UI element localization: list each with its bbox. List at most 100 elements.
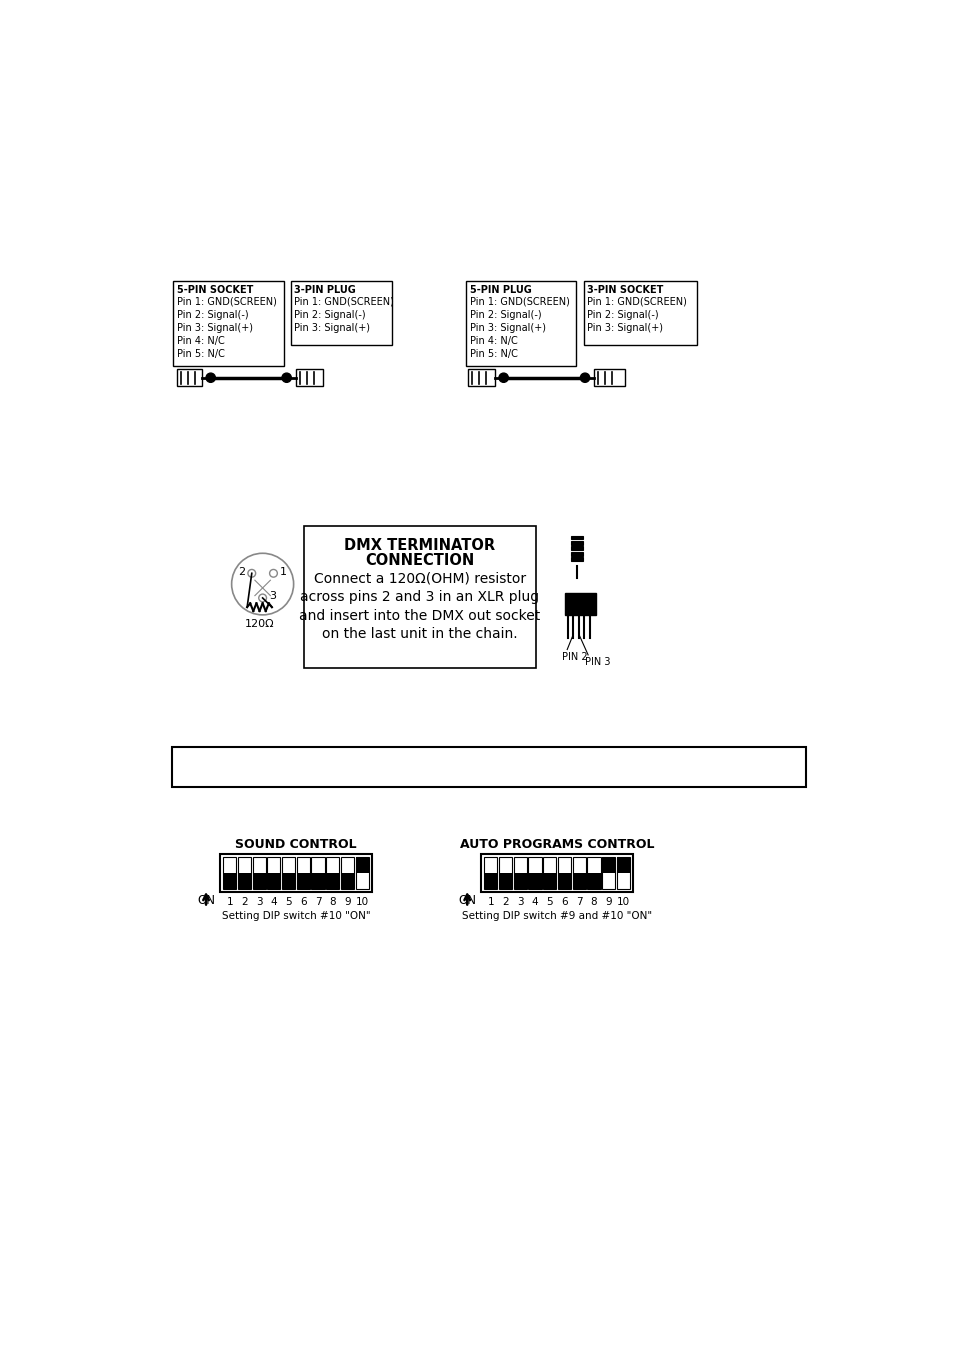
Text: Pin 4: N/C: Pin 4: N/C (176, 336, 224, 346)
Bar (296, 873, 310, 889)
Text: 9: 9 (605, 897, 611, 907)
Bar (571, 535, 583, 539)
Bar (480, 854, 633, 892)
Text: 8: 8 (590, 897, 597, 907)
Text: 120Ω: 120Ω (245, 619, 274, 628)
Text: 1: 1 (279, 567, 286, 577)
Text: Pin 5: N/C: Pin 5: N/C (469, 349, 517, 359)
Text: Setting DIP switch #10 "ON": Setting DIP switch #10 "ON" (221, 911, 370, 920)
Text: across pins 2 and 3 in an XLR plug: across pins 2 and 3 in an XLR plug (300, 590, 539, 604)
Text: 1: 1 (487, 897, 494, 907)
Bar (340, 873, 354, 889)
Bar (542, 873, 556, 889)
Bar (172, 747, 805, 788)
Text: 5: 5 (285, 897, 292, 907)
Text: Setting DIP switch #9 and #10 "ON": Setting DIP switch #9 and #10 "ON" (461, 911, 652, 920)
Bar (355, 857, 369, 889)
Text: 10: 10 (617, 897, 629, 907)
Bar (572, 873, 585, 889)
Bar (528, 857, 541, 889)
Bar (571, 546, 583, 550)
Text: 2: 2 (238, 567, 245, 577)
Text: 2: 2 (241, 897, 248, 907)
Text: on the last unit in the chain.: on the last unit in the chain. (322, 627, 517, 642)
Bar (326, 873, 339, 889)
Text: Pin 3: Signal(+): Pin 3: Signal(+) (294, 323, 370, 334)
Bar (282, 857, 294, 889)
Bar (220, 854, 372, 892)
Bar (572, 857, 585, 889)
Bar (355, 857, 369, 873)
Bar (253, 873, 266, 889)
Text: 7: 7 (314, 897, 321, 907)
Text: PIN 3: PIN 3 (584, 657, 610, 667)
Bar (542, 857, 556, 889)
Bar (601, 857, 615, 873)
Text: Pin 1: GND(SCREEN): Pin 1: GND(SCREEN) (294, 297, 394, 307)
Text: AUTO PROGRAMS CONTROL: AUTO PROGRAMS CONTROL (459, 838, 654, 851)
Text: 10: 10 (355, 897, 369, 907)
Bar (571, 557, 583, 561)
Text: Pin 1: GND(SCREEN): Pin 1: GND(SCREEN) (469, 297, 569, 307)
Text: SOUND CONTROL: SOUND CONTROL (234, 838, 356, 851)
Bar (253, 857, 266, 889)
Bar (558, 873, 571, 889)
Text: 5-PIN SOCKET: 5-PIN SOCKET (176, 285, 253, 295)
Bar (571, 551, 583, 555)
Text: 5-PIN PLUG: 5-PIN PLUG (469, 285, 531, 295)
Text: 3-PIN SOCKET: 3-PIN SOCKET (587, 285, 663, 295)
Text: Pin 3: Signal(+): Pin 3: Signal(+) (587, 323, 662, 334)
Bar (237, 873, 251, 889)
Bar (484, 873, 497, 889)
Text: PIN 2: PIN 2 (561, 651, 587, 662)
Text: Pin 2: Signal(-): Pin 2: Signal(-) (176, 309, 248, 320)
Text: 2: 2 (501, 897, 508, 907)
Ellipse shape (206, 373, 215, 382)
Bar (513, 873, 526, 889)
Bar (237, 857, 251, 889)
Bar (303, 526, 536, 667)
Text: Connect a 120Ω(OHM) resistor: Connect a 120Ω(OHM) resistor (314, 571, 525, 586)
Text: 7: 7 (576, 897, 582, 907)
Bar (558, 857, 571, 889)
Bar (583, 281, 696, 345)
Bar (564, 593, 596, 615)
Bar (594, 369, 624, 386)
Text: CONNECTION: CONNECTION (365, 554, 474, 569)
Bar (601, 857, 615, 889)
Bar (267, 857, 280, 889)
Text: 9: 9 (344, 897, 351, 907)
Bar (468, 369, 495, 386)
Bar (282, 873, 294, 889)
Text: 3: 3 (517, 897, 523, 907)
Bar (311, 873, 324, 889)
Bar (571, 540, 583, 544)
Bar (311, 857, 324, 889)
Bar (617, 857, 629, 873)
Bar (326, 857, 339, 889)
Bar (296, 857, 310, 889)
Text: Pin 1: GND(SCREEN): Pin 1: GND(SCREEN) (587, 297, 686, 307)
Bar (528, 873, 541, 889)
Bar (498, 873, 512, 889)
Text: 3: 3 (269, 592, 275, 601)
Bar (291, 281, 392, 345)
Text: 1: 1 (226, 897, 233, 907)
Bar (173, 281, 283, 366)
Text: and insert into the DMX out socket: and insert into the DMX out socket (299, 609, 540, 623)
Ellipse shape (579, 373, 589, 382)
Text: 4: 4 (531, 897, 537, 907)
Text: 8: 8 (329, 897, 335, 907)
Bar (267, 873, 280, 889)
Text: 3: 3 (255, 897, 262, 907)
Text: Pin 3: Signal(+): Pin 3: Signal(+) (176, 323, 253, 334)
Bar (484, 857, 497, 889)
Bar (617, 857, 629, 889)
Text: 6: 6 (560, 897, 567, 907)
Text: Pin 1: GND(SCREEN): Pin 1: GND(SCREEN) (176, 297, 276, 307)
Bar (498, 857, 512, 889)
Bar (223, 873, 236, 889)
Text: 4: 4 (271, 897, 277, 907)
Bar (177, 369, 202, 386)
Text: Pin 2: Signal(-): Pin 2: Signal(-) (294, 309, 366, 320)
